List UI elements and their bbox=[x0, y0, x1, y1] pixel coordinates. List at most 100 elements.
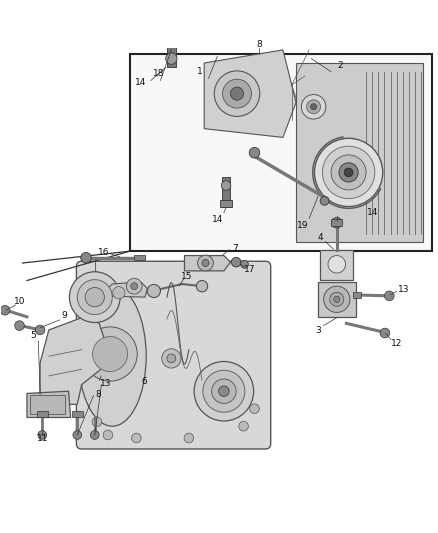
Circle shape bbox=[214, 71, 259, 116]
Circle shape bbox=[194, 361, 253, 421]
Text: 9: 9 bbox=[61, 311, 67, 320]
Circle shape bbox=[221, 181, 230, 190]
Circle shape bbox=[35, 325, 45, 335]
Bar bbox=[295, 63, 422, 243]
Circle shape bbox=[327, 255, 345, 273]
Bar bbox=[220, 200, 231, 207]
Circle shape bbox=[300, 94, 325, 119]
Circle shape bbox=[161, 349, 180, 368]
Circle shape bbox=[331, 217, 341, 228]
Text: 11: 11 bbox=[36, 433, 48, 442]
Circle shape bbox=[330, 155, 365, 190]
Text: 8: 8 bbox=[255, 40, 261, 49]
Circle shape bbox=[196, 280, 207, 292]
Bar bbox=[165, 38, 177, 46]
Bar bbox=[330, 219, 342, 226]
Circle shape bbox=[147, 285, 160, 297]
Text: 7: 7 bbox=[231, 245, 237, 254]
Bar bbox=[72, 411, 82, 417]
Circle shape bbox=[131, 433, 141, 443]
Circle shape bbox=[211, 379, 236, 403]
Text: 14: 14 bbox=[135, 78, 146, 87]
Circle shape bbox=[14, 321, 24, 330]
Circle shape bbox=[83, 327, 137, 381]
Bar bbox=[319, 250, 352, 280]
Circle shape bbox=[222, 79, 251, 108]
Bar bbox=[37, 411, 47, 417]
Circle shape bbox=[131, 282, 138, 290]
Circle shape bbox=[319, 197, 328, 205]
Text: 2: 2 bbox=[336, 61, 342, 70]
Bar bbox=[30, 395, 64, 415]
Text: 19: 19 bbox=[296, 221, 307, 230]
Circle shape bbox=[0, 305, 10, 315]
Circle shape bbox=[166, 354, 175, 363]
Text: 12: 12 bbox=[390, 340, 402, 349]
Text: 16: 16 bbox=[98, 248, 109, 257]
Circle shape bbox=[126, 278, 142, 294]
Text: 10: 10 bbox=[14, 297, 26, 306]
Circle shape bbox=[306, 100, 320, 114]
Circle shape bbox=[69, 272, 120, 322]
Text: 4: 4 bbox=[317, 233, 322, 241]
Circle shape bbox=[113, 287, 125, 299]
Polygon shape bbox=[204, 50, 295, 138]
Text: 17: 17 bbox=[243, 264, 254, 273]
Text: 1: 1 bbox=[197, 67, 202, 76]
Circle shape bbox=[165, 53, 177, 64]
Circle shape bbox=[249, 148, 259, 158]
Bar bbox=[222, 177, 230, 207]
Circle shape bbox=[90, 431, 99, 439]
Circle shape bbox=[230, 87, 243, 100]
Circle shape bbox=[329, 292, 343, 306]
Text: 3: 3 bbox=[314, 326, 320, 335]
Circle shape bbox=[201, 260, 208, 266]
Text: 18: 18 bbox=[152, 69, 164, 78]
Circle shape bbox=[338, 163, 357, 182]
Circle shape bbox=[249, 404, 259, 414]
Circle shape bbox=[343, 168, 352, 177]
Circle shape bbox=[231, 257, 240, 267]
Circle shape bbox=[38, 431, 46, 439]
Circle shape bbox=[323, 286, 349, 312]
Bar bbox=[254, 0, 262, 11]
Text: 13: 13 bbox=[397, 285, 408, 294]
Circle shape bbox=[92, 336, 127, 372]
Polygon shape bbox=[27, 391, 71, 417]
Text: 14: 14 bbox=[211, 215, 223, 224]
Circle shape bbox=[238, 422, 248, 431]
Circle shape bbox=[240, 261, 248, 268]
Text: 6: 6 bbox=[141, 377, 147, 386]
Circle shape bbox=[77, 280, 112, 314]
Bar bbox=[166, 43, 175, 67]
Circle shape bbox=[314, 138, 382, 207]
Circle shape bbox=[85, 287, 104, 307]
Text: 8: 8 bbox=[95, 390, 100, 399]
Text: 14: 14 bbox=[366, 208, 378, 217]
Circle shape bbox=[197, 255, 213, 271]
Bar bbox=[352, 292, 360, 297]
Polygon shape bbox=[106, 282, 147, 297]
Text: 5: 5 bbox=[31, 331, 36, 340]
Text: 15: 15 bbox=[181, 272, 192, 281]
Text: 13: 13 bbox=[100, 379, 111, 388]
Circle shape bbox=[253, 0, 264, 3]
Circle shape bbox=[81, 253, 91, 263]
Polygon shape bbox=[184, 255, 230, 271]
Circle shape bbox=[73, 431, 81, 439]
FancyBboxPatch shape bbox=[76, 261, 270, 449]
Circle shape bbox=[379, 328, 389, 338]
Ellipse shape bbox=[78, 286, 146, 426]
Bar bbox=[134, 255, 145, 260]
Circle shape bbox=[384, 291, 393, 301]
Polygon shape bbox=[40, 317, 103, 405]
Circle shape bbox=[202, 370, 244, 412]
Circle shape bbox=[218, 386, 229, 397]
Circle shape bbox=[103, 430, 113, 440]
Circle shape bbox=[92, 417, 102, 426]
Circle shape bbox=[321, 146, 374, 199]
Polygon shape bbox=[317, 282, 355, 317]
Circle shape bbox=[333, 296, 339, 302]
Circle shape bbox=[184, 433, 193, 443]
Bar bbox=[130, 54, 431, 251]
